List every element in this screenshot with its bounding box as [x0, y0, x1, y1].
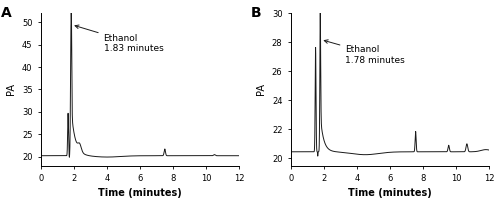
- X-axis label: Time (minutes): Time (minutes): [98, 188, 182, 198]
- Y-axis label: PA: PA: [256, 83, 266, 95]
- Y-axis label: PA: PA: [6, 83, 16, 95]
- Text: Ethanol
1.83 minutes: Ethanol 1.83 minutes: [75, 25, 164, 53]
- X-axis label: Time (minutes): Time (minutes): [348, 188, 432, 198]
- Text: Ethanol
1.78 minutes: Ethanol 1.78 minutes: [324, 40, 405, 65]
- Text: A: A: [1, 6, 12, 20]
- Text: B: B: [251, 6, 262, 20]
